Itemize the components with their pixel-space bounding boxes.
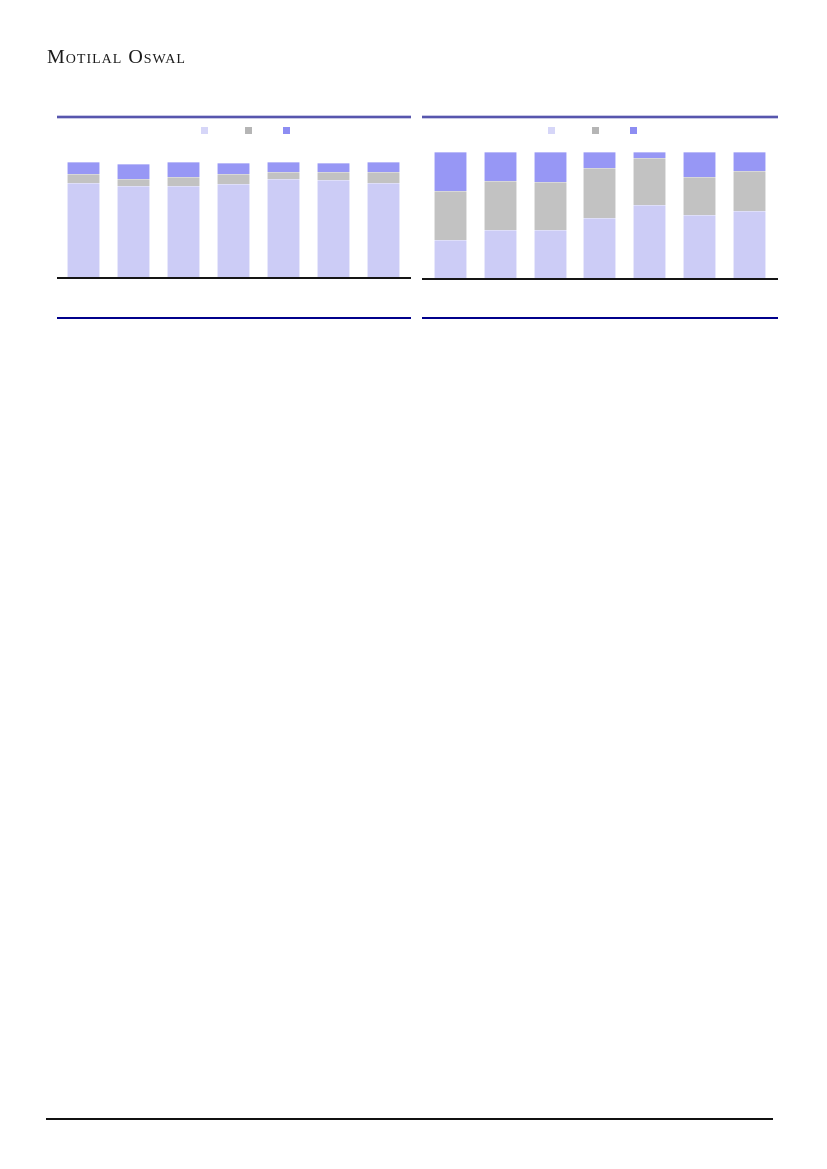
bar-segment-middle-gray xyxy=(732,170,766,212)
stacked-bar xyxy=(683,152,717,278)
bar-segment-top-purple xyxy=(583,152,617,169)
stacked-bar xyxy=(483,152,517,278)
stacked-bar xyxy=(217,162,250,277)
legend-swatch xyxy=(548,126,555,134)
bar-plot xyxy=(57,162,411,277)
panel-top-rule xyxy=(57,116,411,118)
panel-bottom-rule xyxy=(57,317,411,319)
bar-segment-middle-gray xyxy=(583,168,617,218)
bar-segment-bottom-lavender xyxy=(167,186,200,277)
bar-segment-top-purple xyxy=(434,152,467,192)
stacked-bar xyxy=(633,152,667,278)
bar-segment-top-purple xyxy=(317,163,350,173)
footer-rule xyxy=(46,1118,773,1120)
bar-segment-middle-gray xyxy=(633,158,667,205)
bar-segment-top-purple xyxy=(633,152,667,159)
x-axis-line xyxy=(422,278,778,280)
bar-segment-bottom-lavender xyxy=(67,182,100,277)
bar-segment-bottom-lavender xyxy=(117,186,150,277)
stacked-bar xyxy=(732,152,766,278)
x-axis-line xyxy=(57,277,411,279)
bar-segment-middle-gray xyxy=(367,172,400,183)
legend-swatch xyxy=(283,126,290,134)
stacked-bar xyxy=(583,152,617,278)
stacked-bar xyxy=(117,162,150,277)
bar-segment-top-purple xyxy=(533,152,567,183)
bar-segment-middle-gray xyxy=(117,179,150,187)
bar-segment-middle-gray xyxy=(217,173,250,184)
legend-swatch xyxy=(245,126,252,134)
bar-segment-top-purple xyxy=(267,162,300,173)
bar-segment-bottom-lavender xyxy=(732,211,766,278)
stacked-bar xyxy=(533,152,567,278)
bar-plot xyxy=(422,152,778,278)
bar-segment-bottom-lavender xyxy=(267,179,300,277)
bar-segment-top-purple xyxy=(217,163,250,174)
bar-segment-top-purple xyxy=(367,162,400,173)
chart-panel-right xyxy=(422,110,778,321)
bar-segment-bottom-lavender xyxy=(317,180,350,277)
bar-segment-middle-gray xyxy=(167,176,200,187)
bar-segment-top-purple xyxy=(683,152,717,178)
bar-segment-top-purple xyxy=(483,152,517,181)
panel-bottom-rule xyxy=(422,317,778,319)
bar-segment-middle-gray xyxy=(533,182,567,231)
bar-segment-top-purple xyxy=(732,152,766,171)
stacked-bar xyxy=(67,162,100,277)
bar-segment-bottom-lavender xyxy=(583,217,617,278)
bar-segment-top-purple xyxy=(167,162,200,177)
bar-segment-bottom-lavender xyxy=(217,183,250,277)
panel-top-rule xyxy=(422,116,778,118)
bar-segment-bottom-lavender xyxy=(533,230,567,278)
stacked-bar xyxy=(267,162,300,277)
bar-segment-bottom-lavender xyxy=(367,182,400,277)
bar-segment-bottom-lavender xyxy=(434,240,467,278)
bar-segment-bottom-lavender xyxy=(483,230,517,278)
bar-segment-top-purple xyxy=(67,162,100,174)
bar-segment-middle-gray xyxy=(483,181,517,231)
chart-legend xyxy=(548,126,637,134)
stacked-bar xyxy=(434,152,467,278)
brand-logo: Motilal Oswal xyxy=(47,46,186,68)
bar-segment-middle-gray xyxy=(683,177,717,215)
bar-segment-top-purple xyxy=(117,164,150,180)
bar-segment-middle-gray xyxy=(267,172,300,180)
bar-segment-bottom-lavender xyxy=(633,204,667,278)
legend-swatch xyxy=(630,126,637,134)
bar-segment-middle-gray xyxy=(317,172,350,181)
stacked-bar xyxy=(317,162,350,277)
legend-swatch xyxy=(201,126,208,134)
bar-segment-bottom-lavender xyxy=(683,215,717,278)
chart-panel-left xyxy=(57,110,411,321)
legend-swatch xyxy=(592,126,599,134)
bar-segment-middle-gray xyxy=(434,191,467,241)
bar-segment-middle-gray xyxy=(67,173,100,183)
chart-legend xyxy=(201,126,290,134)
stacked-bar xyxy=(167,162,200,277)
stacked-bar xyxy=(367,162,400,277)
